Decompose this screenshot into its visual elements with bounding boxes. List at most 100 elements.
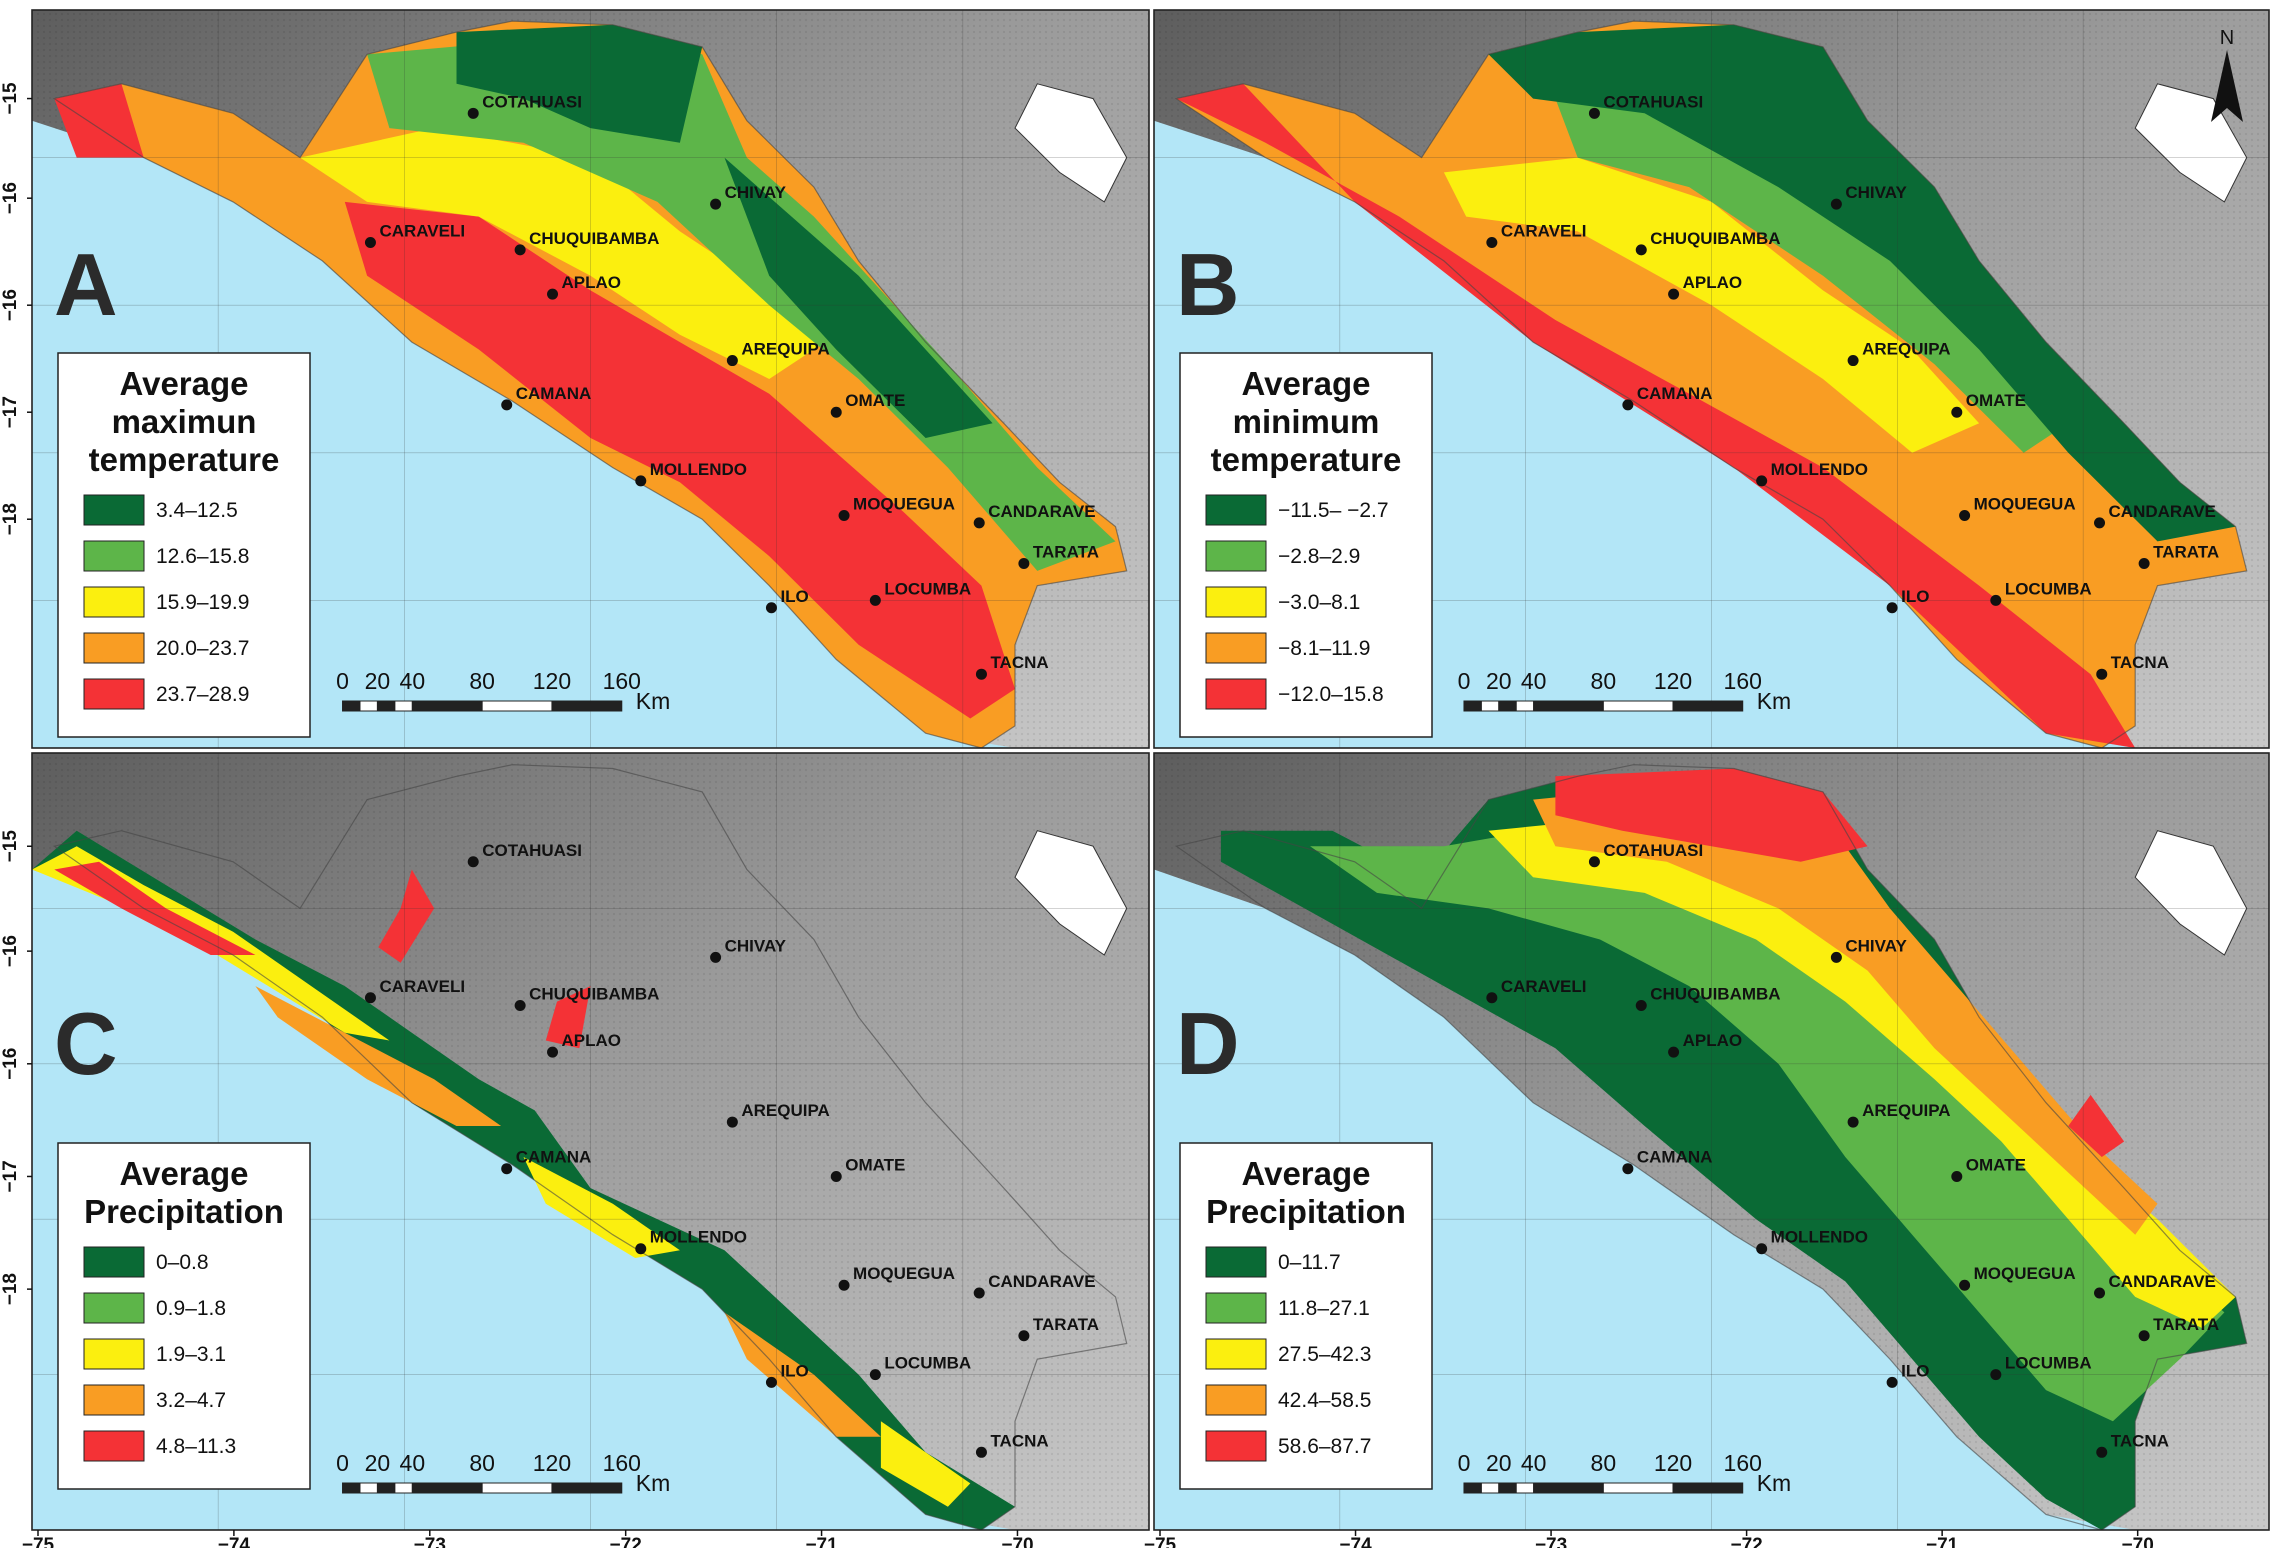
city-marker [726,1116,738,1128]
scale-unit: Km [636,1470,671,1496]
scale-bar-segment [1480,1482,1500,1494]
scale-tick-label: 40 [400,668,426,694]
scale-bar-segment [1463,700,1482,712]
scale-tick-label: 40 [1521,668,1547,694]
legend-swatch [1205,540,1267,572]
city-marker [501,1163,513,1175]
city-label: CANDARAVE [988,502,1095,521]
x-tick-label: −72 [1730,1535,1762,1548]
x-tick-label: −71 [805,1535,838,1548]
panel-label: B [1176,235,1240,334]
scale-bar-segment [481,700,553,712]
class-zone-3 [1443,157,1980,453]
legend-swatch [1205,1292,1267,1324]
city-marker [838,510,850,522]
city-marker [1959,510,1971,522]
city-marker [467,107,479,119]
legend-class-label: 15.9–19.9 [156,591,249,614]
city-marker [1668,288,1680,300]
class-zone-5 [344,201,1015,719]
city-marker [1635,244,1647,256]
city-label: MOQUEGUA [853,1264,955,1283]
city-marker [1588,107,1600,119]
city-label: TACNA [990,1431,1048,1450]
city-label: MOQUEGUA [1974,1264,2076,1283]
legend-class-label: 42.4–58.5 [1278,1389,1371,1412]
scale-bar-segment [411,700,483,712]
city-marker [710,198,722,210]
city-label: CHUQUIBAMBA [529,229,659,248]
legend-swatch [1205,678,1267,710]
class-zone-5 [545,986,591,1049]
scale-tick-label: 20 [1486,668,1512,694]
scale-bar-segment [1533,1482,1604,1494]
legend-title: Average [119,1155,248,1192]
x-tick-label: −75 [22,1535,55,1548]
class-zone-5 [54,83,144,158]
scale-tick-label: 160 [603,1450,641,1476]
class-zone-1 [1488,24,2236,542]
class-zone-1 [1220,768,2247,1530]
city-label: CHIVAY [1845,183,1907,202]
city-label: LOCUMBA [884,1354,971,1373]
city-label: AREQUIPA [1862,1101,1950,1120]
lake [2134,830,2248,956]
city-marker [1756,475,1768,487]
legend-class-label: 1.9–3.1 [156,1343,226,1366]
city-label: OMATE [845,391,905,410]
x-tick-label: −72 [610,1535,642,1548]
legend-swatch [83,678,145,710]
legend-class-label: 3.2–4.7 [156,1389,226,1412]
city-label: CAMANA [516,1148,592,1167]
scale-tick-label: 120 [533,668,571,694]
scale-tick-label: 0 [1458,668,1471,694]
legend-class-label: 0.9–1.8 [156,1297,226,1320]
city-label: MOLLENDO [1771,1228,1868,1247]
city-marker [869,1369,881,1381]
city-marker [547,1046,559,1058]
legend-title: temperature [1211,441,1402,478]
city-marker [2138,1330,2150,1342]
panel-label: C [54,994,118,1093]
city-label: LOCUMBA [2005,1354,2092,1373]
x-tick-label: −70 [1001,1535,1033,1548]
scale-tick-label: 120 [1654,1450,1692,1476]
city-marker [1756,1243,1768,1255]
scale-bar-segment [1602,1482,1674,1494]
city-label: OMATE [1966,1155,2026,1174]
legend-class-label: 0–0.8 [156,1251,209,1274]
scale-bar-segment [1672,1482,1744,1494]
city-label: TACNA [990,653,1048,672]
city-marker [1830,198,1842,210]
x-tick-label: −73 [414,1535,446,1548]
class-zone-1 [724,157,993,438]
legend-swatch [83,540,145,572]
scale-bar-segment [481,1482,553,1494]
class-zone-5 [1555,768,1868,862]
class-zone-4 [255,986,502,1126]
city-label: CHIVAY [725,183,787,202]
scale-tick-label: 20 [365,1450,391,1476]
city-label: CANDARAVE [2109,502,2216,521]
region-boundary [1174,20,2248,748]
scale-tick-label: 80 [1591,668,1617,694]
city-marker [975,668,987,680]
x-tick-label: −75 [1144,1535,1177,1548]
city-label: MOLLENDO [1771,460,1868,479]
legend-class-label: 23.7–28.9 [156,683,249,706]
x-tick-label: −73 [1535,1535,1567,1548]
city-marker [838,1279,850,1291]
city-label: APLAO [562,273,622,292]
city-marker [1622,399,1634,411]
north-arrow: N [2211,27,2243,122]
city-label: CANDARAVE [2109,1272,2216,1291]
class-zone-5 [2068,1094,2125,1157]
city-label: AREQUIPA [741,340,829,359]
city-label: TACNA [2111,1431,2169,1450]
city-label: COTAHUASI [1603,92,1703,111]
map-panel-b: COTAHUASI CHIVAY CARAVELI CHUQUIBAMBA APLAO A… [1153,9,2270,749]
city-marker [2096,1446,2108,1458]
scale-bar-segment [1533,700,1604,712]
scale-bar-segment [394,700,413,712]
scale-tick-label: 80 [469,668,495,694]
